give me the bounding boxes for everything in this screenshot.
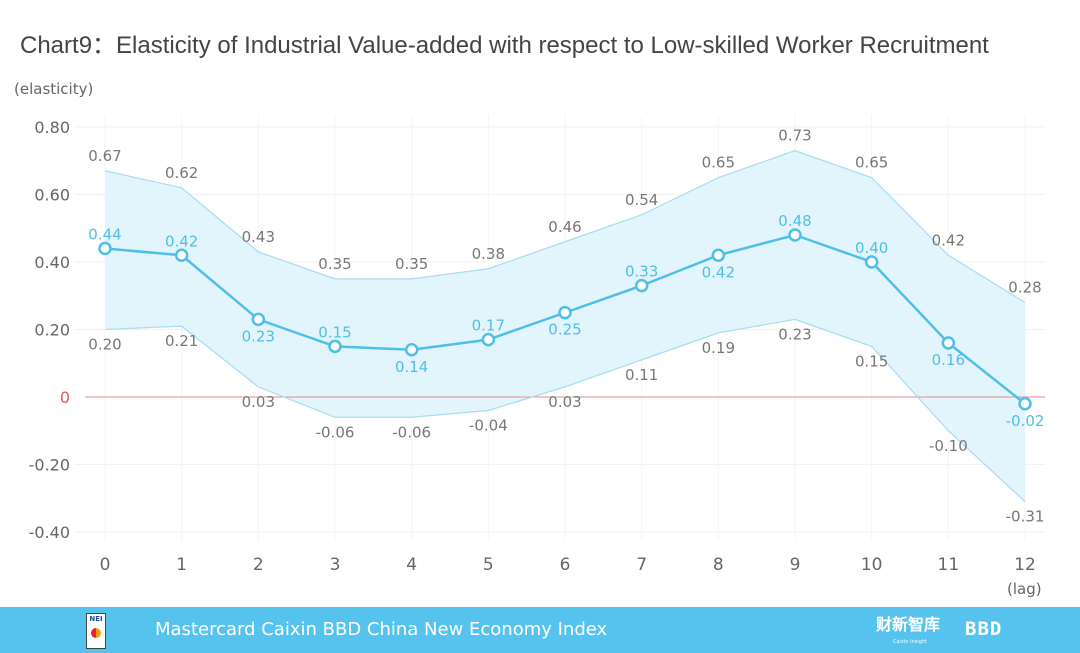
data-label: 0.16 <box>932 351 965 369</box>
x-tick-label: 2 <box>253 555 264 575</box>
x-tick-label: 6 <box>560 555 571 575</box>
data-label: 0.23 <box>242 327 275 345</box>
data-point <box>251 312 266 327</box>
upper-label: 0.46 <box>548 218 581 236</box>
y-tick-label: 0.40 <box>34 253 70 272</box>
lower-label: 0.11 <box>625 366 658 384</box>
upper-label: 0.42 <box>932 231 965 249</box>
x-tick-label: 3 <box>330 555 341 575</box>
data-point <box>481 332 496 347</box>
x-tick-label: 9 <box>790 555 801 575</box>
upper-bound-line <box>104 149 1026 304</box>
data-label: 0.48 <box>778 212 811 230</box>
data-point <box>711 248 726 262</box>
y-axis-label: (elasticity) <box>14 80 94 98</box>
lower-bound-line <box>104 318 1026 503</box>
upper-label: 0.28 <box>1008 279 1041 297</box>
x-tick-label: 5 <box>483 555 494 575</box>
data-label: 0.17 <box>472 317 505 335</box>
footer-bar: NEI Mastercard Caixin BBD China New Econ… <box>0 607 1080 653</box>
lower-label: 0.15 <box>855 352 888 370</box>
lower-label: -0.31 <box>1006 508 1045 526</box>
upper-label: 0.35 <box>318 255 351 273</box>
lower-label: -0.10 <box>929 437 968 455</box>
data-point <box>98 241 112 256</box>
x-tick-label: 4 <box>406 555 417 575</box>
x-tick-label: 10 <box>861 555 883 575</box>
lower-label: 0.19 <box>702 339 735 357</box>
x-tick-label: 11 <box>938 555 960 575</box>
x-tick-label: 8 <box>713 555 724 575</box>
data-point <box>864 255 879 269</box>
lower-label: 0.20 <box>88 336 121 354</box>
lower-label: 0.23 <box>778 325 811 343</box>
caixin-logo: 财新智库 <box>876 615 941 634</box>
upper-label: 0.67 <box>88 147 121 165</box>
data-label: 0.14 <box>395 358 428 376</box>
y-tick-label: -0.40 <box>29 523 70 542</box>
x-axis-label: (lag) <box>1007 580 1042 598</box>
y-tick-label: 0.20 <box>34 321 70 340</box>
nei-logo: NEI <box>86 613 106 649</box>
data-point <box>404 343 419 357</box>
lower-label: -0.04 <box>469 417 508 435</box>
data-point <box>1018 397 1032 411</box>
x-tick-label: 0 <box>100 555 111 575</box>
y-tick-label: 0.80 <box>34 118 70 137</box>
upper-label: 0.43 <box>242 228 275 246</box>
upper-label: 0.65 <box>855 154 888 172</box>
lower-label: -0.06 <box>316 423 355 441</box>
upper-label: 0.54 <box>625 191 658 209</box>
lower-label: 0.03 <box>548 393 581 411</box>
data-label: 0.42 <box>702 263 735 281</box>
y-tick-label: -0.20 <box>29 456 70 475</box>
x-tick-label: 1 <box>176 555 187 575</box>
data-label: 0.40 <box>855 239 888 257</box>
bbd-logo: BBD <box>965 618 1003 640</box>
lower-label: -0.06 <box>392 423 431 441</box>
x-tick-label: 12 <box>1014 555 1036 575</box>
data-label: 0.25 <box>548 321 581 339</box>
data-label: 0.44 <box>88 226 121 244</box>
data-point <box>174 248 189 262</box>
data-label: 0.15 <box>318 323 351 341</box>
upper-label: 0.73 <box>778 127 811 145</box>
y-tick-label: 0 <box>60 388 70 407</box>
caixin-logo-sub: Caixin Insight <box>893 639 927 645</box>
data-point <box>328 339 342 354</box>
data-label: 0.33 <box>625 263 658 281</box>
data-label: 0.42 <box>165 232 198 250</box>
data-point <box>558 305 572 320</box>
chart-title: Chart9：Elasticity of Industrial Value-ad… <box>20 32 989 59</box>
footer-text: Mastercard Caixin BBD China New Economy … <box>155 619 608 640</box>
lower-label: 0.03 <box>242 393 275 411</box>
data-point <box>634 278 649 293</box>
data-label: -0.02 <box>1006 412 1045 430</box>
upper-label: 0.62 <box>165 164 198 182</box>
upper-label: 0.38 <box>472 245 505 263</box>
y-tick-label: 0.60 <box>34 186 70 205</box>
data-point <box>941 336 956 350</box>
upper-label: 0.35 <box>395 255 428 273</box>
x-tick-label: 7 <box>636 555 647 575</box>
lower-label: 0.21 <box>165 332 198 350</box>
upper-label: 0.65 <box>702 154 735 172</box>
data-point <box>788 228 802 242</box>
